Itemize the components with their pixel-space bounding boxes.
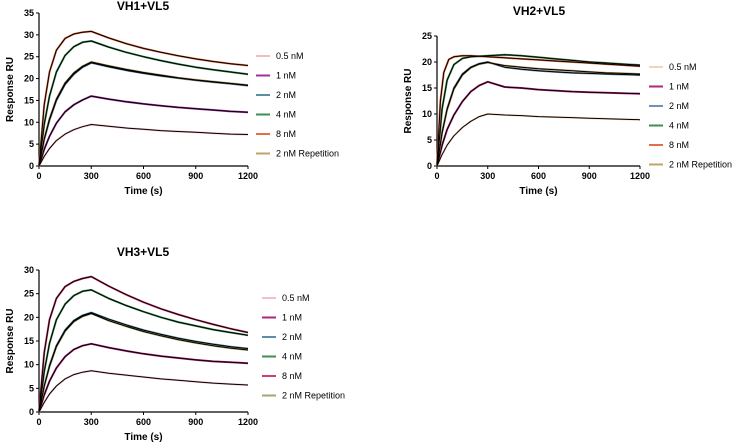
y-tick-label: 0 bbox=[29, 161, 34, 171]
fit-curve-4 bbox=[38, 40, 249, 167]
y-tick-label: 5 bbox=[427, 135, 432, 145]
legend-label: 4 nM bbox=[282, 352, 302, 362]
y-tick-label: 15 bbox=[24, 336, 34, 346]
y-tick-label: 0 bbox=[29, 407, 34, 417]
fit-curve-4 bbox=[38, 289, 249, 413]
chart-title: VH1+VL5 bbox=[117, 0, 170, 13]
legend-label: 4 nM bbox=[669, 121, 689, 131]
y-tick-label: 10 bbox=[24, 360, 34, 370]
x-axis-label: Time (s) bbox=[124, 432, 162, 443]
fit-curve-2 bbox=[436, 81, 641, 167]
fit-curve-2 bbox=[38, 343, 249, 413]
chart-1: VH1+VL5 0 300 600 900 1200 0 5 10 15 20 25 30 35 Time … bbox=[5, 0, 339, 197]
fit-curve-6 bbox=[38, 313, 249, 413]
legend-label: 1 nM bbox=[669, 82, 689, 92]
legend-label: 2 nM Repetition bbox=[276, 149, 339, 159]
y-tick-label: 5 bbox=[29, 383, 34, 393]
legend-label: 0.5 nM bbox=[669, 62, 697, 72]
x-axis-label: Time (s) bbox=[519, 186, 557, 197]
y-tick-label: 20 bbox=[422, 57, 432, 67]
series-line-1 bbox=[38, 123, 249, 167]
y-tick-label: 10 bbox=[422, 109, 432, 119]
legend-label: 8 nM bbox=[276, 129, 296, 139]
series-line-6 bbox=[436, 61, 641, 167]
legend-label: 1 nM bbox=[282, 313, 302, 323]
legend-label: 2 nM bbox=[282, 332, 302, 342]
y-axis-label: Response RU bbox=[403, 68, 414, 133]
y-tick-label: 0 bbox=[427, 161, 432, 171]
x-tick-label: 600 bbox=[136, 171, 151, 181]
chart-title: VH2+VL5 bbox=[513, 4, 566, 18]
fit-curve-3 bbox=[38, 62, 249, 167]
y-tick-label: 25 bbox=[24, 52, 34, 62]
chart-title: VH3+VL5 bbox=[117, 245, 170, 259]
x-tick-label: 600 bbox=[136, 417, 151, 427]
fit-curve-1 bbox=[38, 124, 249, 167]
x-tick-label: 900 bbox=[188, 417, 203, 427]
fit-curve-1 bbox=[38, 370, 249, 413]
legend-label: 0.5 nM bbox=[282, 293, 310, 303]
legend-label: 2 nM bbox=[669, 101, 689, 111]
y-axis-label: Response RU bbox=[5, 57, 16, 122]
x-tick-label: 1200 bbox=[630, 171, 650, 181]
y-axis-label: Response RU bbox=[5, 308, 16, 373]
y-tick-label: 30 bbox=[24, 30, 34, 40]
legend-label: 2 nM Repetition bbox=[282, 391, 345, 401]
legend-label: 2 nM Repetition bbox=[669, 160, 732, 170]
y-tick-label: 10 bbox=[24, 117, 34, 127]
series-line-1 bbox=[436, 113, 641, 167]
y-tick-label: 35 bbox=[24, 8, 34, 18]
x-axis-label: Time (s) bbox=[124, 186, 162, 197]
x-tick-label: 0 bbox=[434, 171, 439, 181]
y-tick-label: 15 bbox=[422, 83, 432, 93]
x-tick-label: 900 bbox=[188, 171, 203, 181]
x-tick-label: 1200 bbox=[238, 417, 258, 427]
x-tick-label: 0 bbox=[36, 417, 41, 427]
fit-curve-3 bbox=[436, 61, 641, 167]
y-tick-label: 20 bbox=[24, 74, 34, 84]
fit-curve-6 bbox=[436, 62, 641, 167]
chart-3: VH3+VL5 0 300 600 900 1200 0 5 10 15 20 25 30 Time (s… bbox=[5, 245, 345, 443]
series-line-5 bbox=[38, 30, 249, 167]
legend-label: 4 nM bbox=[276, 110, 296, 120]
series-line-6 bbox=[38, 312, 249, 413]
fit-curve-1 bbox=[436, 113, 641, 167]
fit-curve-5 bbox=[38, 276, 249, 413]
legend-label: 8 nM bbox=[282, 371, 302, 381]
legend-label: 8 nM bbox=[669, 140, 689, 150]
series-line-3 bbox=[436, 61, 641, 167]
x-tick-label: 1200 bbox=[238, 171, 258, 181]
x-tick-label: 300 bbox=[84, 171, 99, 181]
fit-curve-5 bbox=[436, 55, 641, 167]
legend-label: 1 nM bbox=[276, 71, 296, 81]
x-tick-label: 0 bbox=[36, 171, 41, 181]
x-tick-label: 900 bbox=[582, 171, 597, 181]
fit-curve-5 bbox=[38, 30, 249, 167]
x-tick-label: 300 bbox=[480, 171, 495, 181]
y-tick-label: 5 bbox=[29, 139, 34, 149]
legend-label: 2 nM bbox=[276, 90, 296, 100]
y-tick-label: 15 bbox=[24, 95, 34, 105]
chart-2: VH2+VL5 0 300 600 900 1200 0 5 10 15 20 25 Time (s) R… bbox=[403, 4, 732, 197]
series-line-4 bbox=[38, 288, 249, 413]
x-tick-label: 600 bbox=[531, 171, 546, 181]
y-tick-label: 20 bbox=[24, 312, 34, 322]
y-tick-label: 30 bbox=[24, 265, 34, 275]
fit-curve-2 bbox=[38, 95, 249, 167]
legend-label: 0.5 nM bbox=[276, 51, 304, 61]
fit-curve-6 bbox=[38, 61, 249, 167]
y-tick-label: 25 bbox=[24, 289, 34, 299]
y-tick-label: 25 bbox=[422, 31, 432, 41]
fit-curve-4 bbox=[436, 54, 641, 167]
x-tick-label: 300 bbox=[84, 417, 99, 427]
